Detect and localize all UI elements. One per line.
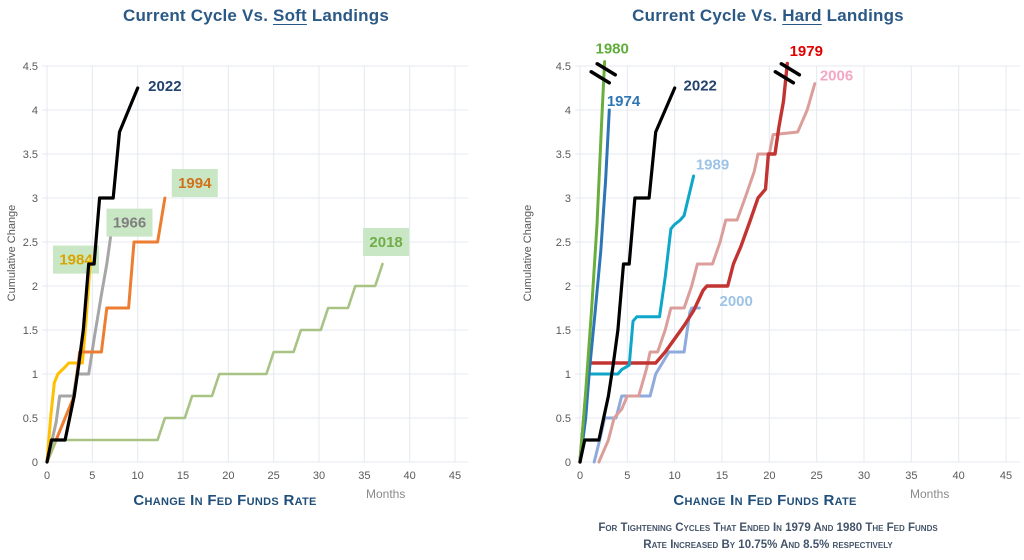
svg-text:1980: 1980 xyxy=(595,40,628,57)
svg-text:40: 40 xyxy=(953,470,965,482)
footnote: For Tightening Cycles That Ended In 1979… xyxy=(526,520,1010,554)
x-axis-unit: Months xyxy=(366,487,406,501)
svg-text:2000: 2000 xyxy=(720,293,753,310)
svg-text:1: 1 xyxy=(565,369,571,381)
x-axis-unit: Months xyxy=(910,487,950,501)
svg-text:45: 45 xyxy=(449,470,461,482)
svg-text:10: 10 xyxy=(132,470,144,482)
svg-text:30: 30 xyxy=(313,470,325,482)
svg-text:25: 25 xyxy=(811,470,823,482)
svg-text:2: 2 xyxy=(32,281,38,293)
svg-text:20: 20 xyxy=(222,470,234,482)
x-axis-title: Change In Fed Funds Rate xyxy=(133,492,317,509)
svg-text:20: 20 xyxy=(763,470,775,482)
footnote-line-2: Rate Increased By 10.75% And 8.5% respec… xyxy=(643,539,893,551)
svg-text:2006: 2006 xyxy=(820,68,853,85)
svg-text:3.5: 3.5 xyxy=(556,149,571,161)
title-suffix: Landings xyxy=(821,6,904,25)
svg-text:1.5: 1.5 xyxy=(23,325,38,337)
svg-text:2: 2 xyxy=(565,281,571,293)
svg-text:1974: 1974 xyxy=(607,93,641,110)
title-emphasis: Hard xyxy=(782,6,822,25)
title-prefix: Current Cycle Vs. xyxy=(123,6,274,25)
footnote-line-1: For Tightening Cycles That Ended In 1979… xyxy=(598,522,938,534)
svg-text:0: 0 xyxy=(577,470,583,482)
svg-text:1.5: 1.5 xyxy=(556,325,571,337)
svg-text:15: 15 xyxy=(177,470,189,482)
svg-text:1994: 1994 xyxy=(178,175,212,192)
svg-text:15: 15 xyxy=(716,470,728,482)
y-axis-title: Cumulative Change xyxy=(6,204,18,302)
svg-text:1989: 1989 xyxy=(696,157,729,174)
svg-text:5: 5 xyxy=(624,470,630,482)
svg-text:3.5: 3.5 xyxy=(23,149,38,161)
svg-text:2.5: 2.5 xyxy=(23,237,38,249)
svg-text:2022: 2022 xyxy=(148,78,181,95)
svg-text:30: 30 xyxy=(858,470,870,482)
title-prefix: Current Cycle Vs. xyxy=(632,6,783,25)
svg-text:2022: 2022 xyxy=(684,77,717,94)
svg-text:1979: 1979 xyxy=(790,43,823,60)
svg-text:25: 25 xyxy=(268,470,280,482)
svg-text:10: 10 xyxy=(669,470,681,482)
title-emphasis: Soft xyxy=(273,6,307,25)
svg-text:1984: 1984 xyxy=(59,252,93,269)
svg-text:1: 1 xyxy=(32,369,38,381)
x-axis-title: Change In Fed Funds Rate xyxy=(673,492,857,509)
title-suffix: Landings xyxy=(306,6,389,25)
hard-chart-title: Current Cycle Vs. Hard Landings xyxy=(512,6,1024,26)
svg-text:35: 35 xyxy=(358,470,370,482)
y-axis-title: Cumulative Change xyxy=(522,204,534,302)
soft-chart-title: Current Cycle Vs. Soft Landings xyxy=(0,6,512,26)
svg-text:0: 0 xyxy=(565,457,571,469)
svg-text:0: 0 xyxy=(32,457,38,469)
svg-text:3: 3 xyxy=(565,193,571,205)
svg-text:4: 4 xyxy=(32,105,38,117)
svg-text:4: 4 xyxy=(565,105,571,117)
svg-text:5: 5 xyxy=(89,470,95,482)
svg-text:2018: 2018 xyxy=(369,234,402,251)
svg-text:1966: 1966 xyxy=(113,215,146,232)
soft-landings-panel: Current Cycle Vs. Soft Landings 0 0.5 1 1.5… xyxy=(0,6,512,509)
svg-text:0.5: 0.5 xyxy=(556,413,571,425)
svg-text:45: 45 xyxy=(1000,470,1012,482)
svg-text:0.5: 0.5 xyxy=(23,413,38,425)
svg-text:35: 35 xyxy=(905,470,917,482)
svg-text:3: 3 xyxy=(32,193,38,205)
svg-text:4.5: 4.5 xyxy=(23,61,38,73)
svg-text:0: 0 xyxy=(44,470,50,482)
svg-text:4.5: 4.5 xyxy=(556,61,571,73)
hard-landings-panel: Current Cycle Vs. Hard Landings 0 0.5 1 1.5… xyxy=(512,0,1024,560)
svg-text:40: 40 xyxy=(404,470,416,482)
hard-landings-plot-area: 0 0.5 1 1.5 2 2.5 3 3.5 4 4.5 0 5 10 15 20 25 30 35 40 45 20… xyxy=(556,40,1020,482)
svg-text:2.5: 2.5 xyxy=(556,237,571,249)
soft-landings-plot-area: 0 0.5 1 1.5 2 2.5 3 3.5 4 4.5 0 5 10 15 20 25 30 35 40 45 19… xyxy=(23,61,468,482)
